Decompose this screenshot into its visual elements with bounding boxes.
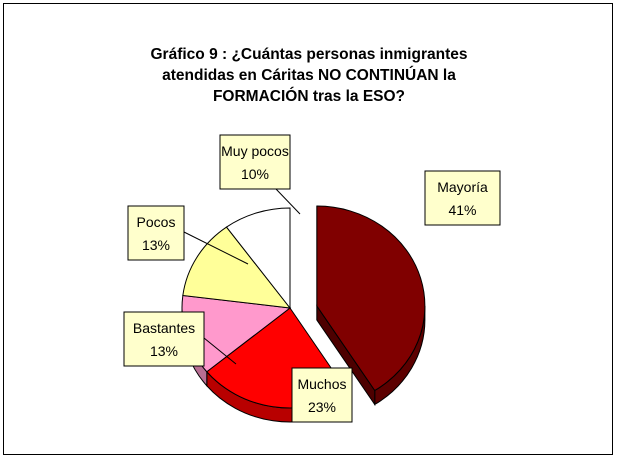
data-label-box [424,170,501,226]
data-label-percent: 23% [308,399,336,415]
data-label-percent: 13% [150,343,178,359]
chart-title-line-3: FORMACIÓN tras la ESO? [212,88,406,105]
data-label-percent: 41% [448,202,476,218]
pie-slice-muy-pocos [225,207,291,310]
data-label-category: Muy pocos [221,143,289,159]
pie-slices [181,205,426,409]
data-label-category: Mayoría [437,179,488,195]
chart-title-line-2: atendidas en Cáritas NO CONTINÚAN la [162,67,456,84]
leader-lines [183,188,301,365]
leader-line [203,337,237,365]
pie-slice-mayor-a [316,205,426,392]
data-label-box [123,311,205,367]
data-label-box [291,367,353,423]
data-label-percent: 10% [241,166,269,182]
chart-title-line-1: Gráfico 9 : ¿Cuántas personas inmigrante… [150,46,468,63]
data-label-category: Muchos [297,376,346,392]
data-label-percent: 13% [142,237,170,253]
leader-line [183,231,249,265]
data-label-category: Pocos [137,214,176,230]
pie-slice-pocos [182,226,292,309]
data-label-box [127,205,185,261]
chart-title: Gráfico 9 : ¿Cuántas personas inmigrante… [0,44,618,107]
data-label-category: Bastantes [133,320,195,336]
leader-line [275,188,301,215]
data-label-box [219,134,291,190]
data-labels: Mayoría 41% Muchos 23% Bastantes 13% Pocos 13% M… [123,134,501,423]
